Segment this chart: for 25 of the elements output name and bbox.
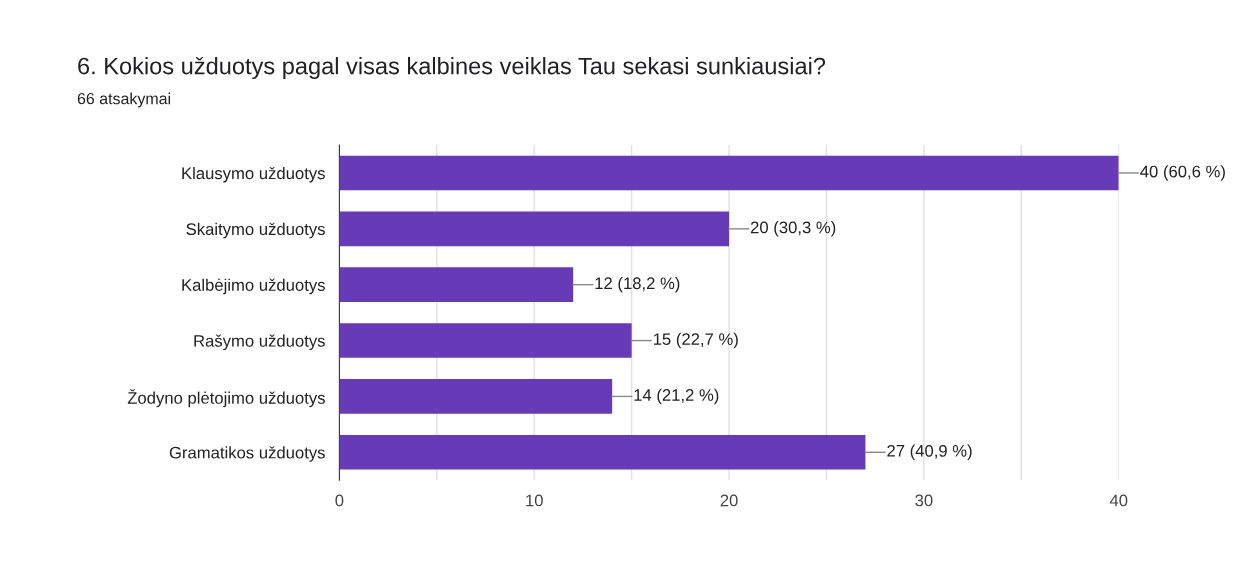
bar [339,323,632,358]
bar [339,211,730,247]
data-label: 14 (21,2 %) [634,388,719,405]
text: 66 atsakymai [77,92,171,108]
chart-title: 6. Kokios užduotys pagal visas kalbines veiklas Tau sekasi sunkiausiai? [78,56,826,80]
data-label: 27 (40,9 %) [887,444,972,461]
y-tick-label: Skaitymo užduotys [186,222,325,239]
x-tick-label: 20 [720,494,738,507]
y-tick-label: Žodyno plėtojimo užduotys [127,389,325,408]
x-tick-label: 0 [335,494,344,507]
bar [339,155,1119,191]
y-tick-label: Klausymo užduotys [182,166,325,183]
data-label: 15 (22,7 %) [653,332,738,349]
data-label: 40 (60,6 %) [1140,165,1225,181]
y-tick-label: Kalbėjimo užduotys [182,278,325,295]
x-tick-label: 30 [915,494,933,507]
bar [339,379,613,414]
y-tick-label: Gramatikos užduotys [169,446,325,462]
y-tick-label: Rašymo užduotys [194,334,325,351]
bar [339,434,866,470]
x-tick-label: 10 [526,494,543,507]
data-label: 12 (18,2 %) [595,276,680,293]
bar [339,267,574,303]
data-label: 20 (30,3 %) [750,221,836,237]
x-tick-label: 40 [1109,494,1128,507]
